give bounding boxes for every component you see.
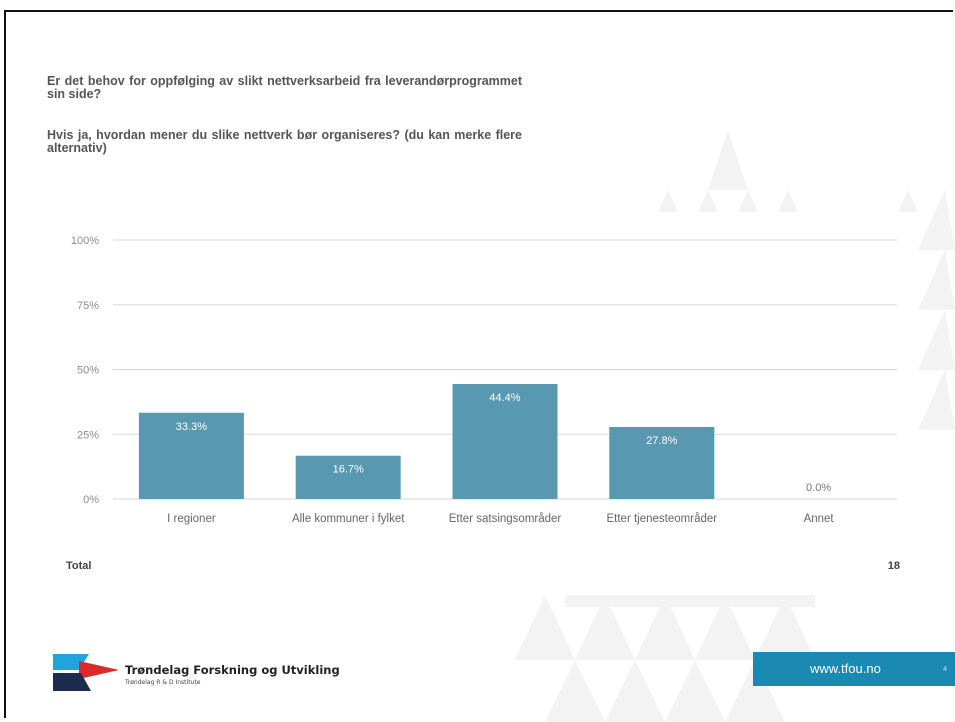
data-label: 27.8% bbox=[646, 435, 677, 447]
y-tick-label: 75% bbox=[77, 300, 99, 312]
bar bbox=[609, 426, 715, 499]
data-label: 0.0% bbox=[806, 482, 831, 494]
bar bbox=[452, 384, 558, 499]
bar bbox=[138, 412, 244, 499]
total-value: 18 bbox=[887, 560, 900, 572]
y-tick-label: 100% bbox=[71, 235, 99, 247]
x-category-label: Etter tjenesteområder bbox=[607, 513, 718, 525]
y-tick-label: 25% bbox=[77, 429, 99, 441]
data-label: 33.3% bbox=[176, 421, 207, 433]
question-2: Hvis ja, hvordan mener du slike nettverk… bbox=[47, 128, 522, 155]
page-number: 4 bbox=[943, 666, 947, 673]
x-category-label: Alle kommuner i fylket bbox=[292, 513, 405, 525]
logo-subtext: Trøndelag R & D Institute bbox=[125, 679, 201, 686]
y-tick-label: 0% bbox=[83, 494, 99, 506]
total-label: Total bbox=[66, 560, 92, 572]
logo-text: Trøndelag Forskning og Utvikling bbox=[125, 663, 340, 677]
question-1: Er det behov for oppfølging av slikt net… bbox=[47, 74, 522, 101]
x-category-label: Annet bbox=[804, 513, 835, 525]
tfou-logo-icon bbox=[53, 654, 119, 691]
data-label: 44.4% bbox=[489, 392, 520, 404]
data-label: 16.7% bbox=[333, 464, 364, 476]
x-category-label: I regioner bbox=[167, 513, 216, 525]
bar bbox=[295, 455, 401, 499]
x-category-label: Etter satsingsområder bbox=[449, 513, 562, 525]
y-tick-label: 50% bbox=[77, 365, 99, 377]
url-box: www.tfou.no 4 bbox=[753, 652, 955, 686]
website-link[interactable]: www.tfou.no bbox=[810, 661, 881, 676]
tfou-logo: Trøndelag Forskning og Utvikling Trøndel… bbox=[53, 651, 353, 693]
